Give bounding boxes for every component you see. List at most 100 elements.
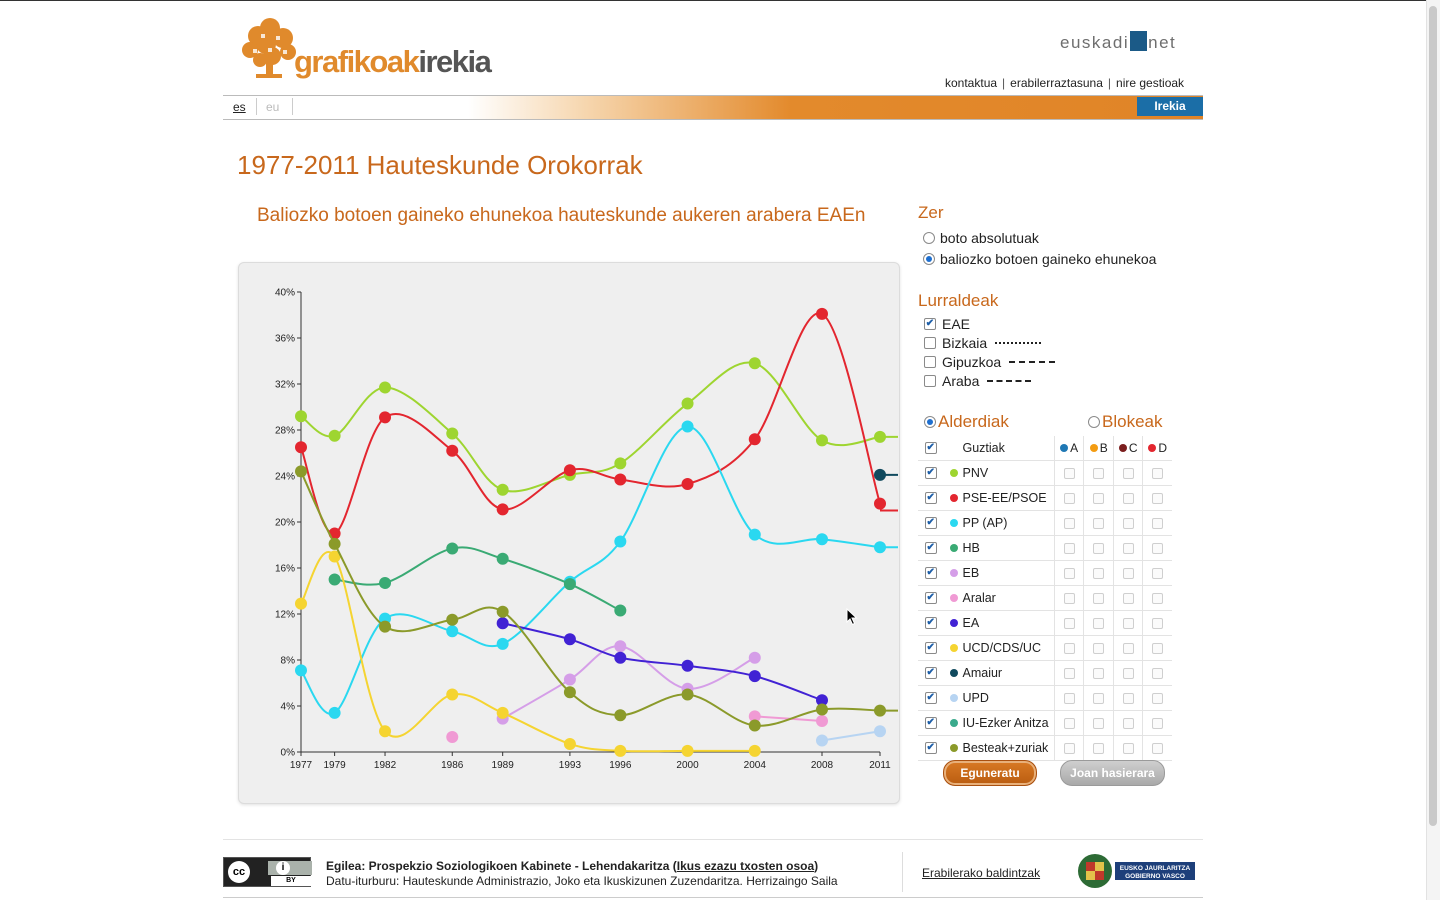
block-checkbox-c[interactable] [1122,517,1134,529]
link-kontaktua[interactable]: kontaktua [945,76,998,90]
data-point-pnv[interactable] [295,410,307,423]
data-point-hb[interactable] [496,552,509,565]
data-point-besteak-zuriak[interactable] [496,605,509,618]
data-point-pse-ee-psoe[interactable] [748,433,761,446]
data-point-ucd-cds-uc[interactable] [496,706,509,719]
terms-of-use-link[interactable]: Erabilerako baldintzak [922,866,1041,880]
block-checkbox-b[interactable] [1093,517,1105,529]
data-point-pnv[interactable] [379,381,392,394]
block-checkbox-b[interactable] [1093,567,1105,579]
region-checkbox-bizkaia[interactable] [924,337,936,349]
region-checkbox-gipuzkoa[interactable] [924,356,936,368]
full-report-link[interactable]: Ikus ezazu txosten osoa [676,859,815,873]
data-point-pnv[interactable] [748,357,761,370]
data-point-ucd-cds-uc[interactable] [379,725,392,738]
block-checkbox-a[interactable] [1063,692,1075,704]
block-checkbox-c[interactable] [1122,617,1134,629]
data-point-ea[interactable] [681,659,694,672]
data-point-ucd-cds-uc[interactable] [748,744,761,757]
party-checkbox[interactable] [924,717,937,729]
data-point-besteak-zuriak[interactable] [446,613,459,626]
data-point-aralar[interactable] [748,710,761,723]
update-button[interactable]: Eguneratu [943,760,1037,786]
block-checkbox-b[interactable] [1093,592,1105,604]
data-point-pse-ee-psoe[interactable] [614,473,627,486]
block-checkbox-c[interactable] [1122,717,1134,729]
data-point-ea[interactable] [614,651,627,664]
block-checkbox-c[interactable] [1122,467,1134,479]
party-checkbox[interactable] [924,542,937,554]
block-checkbox-d[interactable] [1152,667,1164,679]
block-checkbox-d[interactable] [1152,542,1164,554]
data-point-besteak-zuriak[interactable] [614,709,627,722]
block-checkbox-b[interactable] [1093,542,1105,554]
zer-option-absolute[interactable]: boto absolutuak [923,230,1039,246]
mode-blokeak[interactable]: Blokeak [1088,412,1162,432]
region-eae[interactable]: EAE [924,316,970,332]
lang-eu-link[interactable]: eu [266,100,280,114]
block-checkbox-a[interactable] [1063,492,1075,504]
block-checkbox-d[interactable] [1152,567,1164,579]
data-point-besteak-zuriak[interactable] [681,688,694,701]
data-point-besteak-zuriak[interactable] [748,719,761,732]
party-checkbox[interactable] [924,492,937,504]
party-checkbox[interactable] [924,692,937,704]
block-checkbox-a[interactable] [1063,567,1075,579]
block-checkbox-d[interactable] [1152,742,1164,754]
block-checkbox-d[interactable] [1152,617,1164,629]
block-checkbox-b[interactable] [1093,742,1105,754]
data-point-pp-ap-[interactable] [496,637,509,650]
radio-percentage[interactable] [923,253,935,265]
block-checkbox-a[interactable] [1063,717,1075,729]
data-point-pnv[interactable] [328,429,341,442]
data-point-pse-ee-psoe[interactable] [816,307,828,320]
data-point-besteak-zuriak[interactable] [563,686,576,699]
data-point-besteak-zuriak[interactable] [816,703,828,716]
data-point-pnv[interactable] [446,427,459,440]
creative-commons-badge[interactable]: cc i BY [223,857,312,887]
data-point-pp-ap-[interactable] [446,625,459,638]
data-point-ea[interactable] [496,617,509,630]
reset-button[interactable]: Joan hasierara [1060,760,1165,786]
block-checkbox-d[interactable] [1152,642,1164,654]
data-point-besteak-zuriak[interactable] [379,620,392,633]
data-point-eb[interactable] [748,651,761,664]
block-checkbox-d[interactable] [1152,692,1164,704]
data-point-ucd-cds-uc[interactable] [563,737,576,750]
party-checkbox[interactable] [924,667,937,679]
block-checkbox-c[interactable] [1122,742,1134,754]
data-point-pp-ap-[interactable] [295,664,307,677]
block-checkbox-c[interactable] [1122,492,1134,504]
block-checkbox-a[interactable] [1063,467,1075,479]
data-point-pse-ee-psoe[interactable] [295,441,307,454]
data-point-pse-ee-psoe[interactable] [681,478,694,491]
zer-option-percentage[interactable]: baliozko botoen gaineko ehunekoa [923,251,1156,267]
data-point-hb[interactable] [328,573,341,586]
region-araba[interactable]: Araba [924,373,1032,389]
radio-alderdiak[interactable] [924,416,936,428]
block-checkbox-b[interactable] [1093,692,1105,704]
link-nire-gestioak[interactable]: nire gestioak [1116,76,1185,90]
data-point-eb[interactable] [563,673,576,686]
block-checkbox-a[interactable] [1063,517,1075,529]
data-point-pse-ee-psoe[interactable] [379,411,392,424]
data-point-pp-ap-[interactable] [328,706,341,719]
block-checkbox-d[interactable] [1152,492,1164,504]
irekia-button[interactable]: Irekia [1137,97,1203,116]
data-point-ucd-cds-uc[interactable] [295,597,307,610]
block-checkbox-b[interactable] [1093,467,1105,479]
block-checkbox-c[interactable] [1122,542,1134,554]
logo-wordmark[interactable]: grafikoakirekia [294,44,492,80]
block-checkbox-d[interactable] [1152,467,1164,479]
block-checkbox-b[interactable] [1093,642,1105,654]
data-point-pnv[interactable] [614,457,627,470]
mode-alderdiak[interactable]: Alderdiak [924,412,1009,432]
block-checkbox-d[interactable] [1152,517,1164,529]
data-point-pp-ap-[interactable] [816,533,828,546]
data-point-aralar[interactable] [816,714,828,727]
region-bizkaia[interactable]: Bizkaia [924,335,1042,351]
data-point-pp-ap-[interactable] [681,420,694,433]
data-point-pnv[interactable] [816,434,828,447]
party-checkbox[interactable] [924,467,937,479]
data-point-ucd-cds-uc[interactable] [328,550,341,563]
